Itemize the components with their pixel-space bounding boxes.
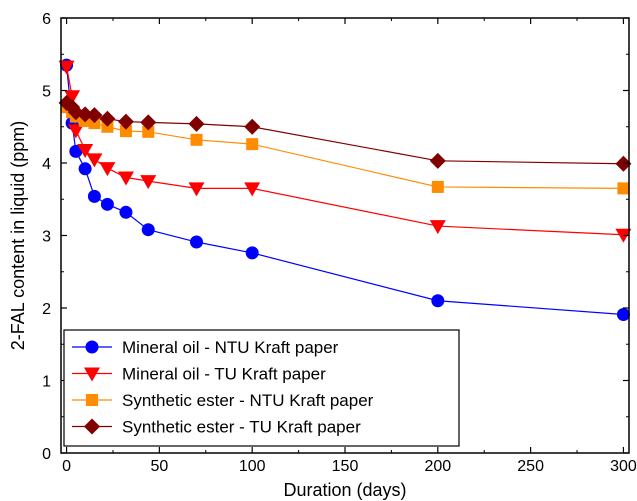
legend-entry-label: Mineral oil - NTU Kraft paper xyxy=(122,338,339,357)
plot-area xyxy=(58,58,632,322)
data-point xyxy=(244,182,261,197)
x-tick-label: 300 xyxy=(610,458,637,475)
data-point xyxy=(86,153,103,168)
data-point xyxy=(244,118,261,135)
data-point xyxy=(99,162,116,177)
data-point xyxy=(615,155,632,172)
data-point xyxy=(141,223,155,237)
x-axis-label: Duration (days) xyxy=(283,480,406,500)
data-point xyxy=(87,189,101,203)
legend-marker xyxy=(86,394,98,406)
legend-marker xyxy=(84,367,100,382)
y-tick-label: 4 xyxy=(42,156,51,173)
data-point xyxy=(119,205,133,219)
data-point xyxy=(616,308,630,322)
y-tick-label: 0 xyxy=(42,446,51,463)
data-point xyxy=(429,152,446,169)
data-point xyxy=(246,138,259,151)
y-tick-label: 5 xyxy=(42,84,51,101)
data-point xyxy=(100,197,114,211)
data-point xyxy=(431,294,445,308)
data-point xyxy=(140,114,157,131)
data-point xyxy=(58,60,75,75)
axes: 0 50 100 150 200 250 300 0 1 2 3 4 5 6 xyxy=(42,11,637,475)
legend-box xyxy=(63,329,460,447)
data-point xyxy=(190,133,203,146)
x-tick-label: 100 xyxy=(239,458,266,475)
legend: Mineral oil - NTU Kraft paper Mineral oil… xyxy=(63,329,460,447)
x-tick-label: 50 xyxy=(150,458,168,475)
data-point xyxy=(67,124,84,139)
data-point xyxy=(119,125,132,138)
data-point xyxy=(86,107,103,124)
y-tick-label: 2 xyxy=(42,301,51,318)
data-point xyxy=(69,144,83,158)
data-point xyxy=(117,171,134,186)
data-point xyxy=(77,143,94,158)
x-tick-label: 200 xyxy=(424,458,451,475)
series-line xyxy=(65,66,624,236)
data-point xyxy=(64,90,81,105)
legend-entry-label: Synthetic ester - NTU Kraft paper xyxy=(122,391,374,410)
legend-entry-label: Mineral oil - TU Kraft paper xyxy=(122,365,326,384)
data-point xyxy=(140,175,157,190)
y-tick-label: 1 xyxy=(42,374,51,391)
data-point xyxy=(77,106,94,123)
y-tick-label: 3 xyxy=(42,229,51,246)
data-point xyxy=(188,182,205,197)
data-point xyxy=(142,125,155,138)
x-tick-label: 150 xyxy=(332,458,359,475)
data-point xyxy=(429,220,446,235)
legend-entry-label: Synthetic ester - TU Kraft paper xyxy=(122,418,361,437)
data-point xyxy=(78,162,92,176)
x-tick-label: 250 xyxy=(517,458,544,475)
legend-marker xyxy=(84,418,100,435)
x-tick-label: 0 xyxy=(62,458,71,475)
y-axis-label: 2-FAL content in liquid (ppm) xyxy=(8,121,28,350)
data-point xyxy=(117,113,134,130)
data-point xyxy=(245,246,259,260)
series-2 xyxy=(58,60,632,243)
data-point xyxy=(617,182,630,195)
series-line xyxy=(65,65,624,316)
data-point xyxy=(431,180,444,193)
series-4 xyxy=(58,94,632,172)
series-1 xyxy=(60,58,630,322)
legend-marker xyxy=(85,340,99,354)
data-point xyxy=(99,110,116,127)
data-point xyxy=(188,115,205,132)
y-tick-label: 6 xyxy=(42,11,51,28)
data-point xyxy=(190,235,204,249)
